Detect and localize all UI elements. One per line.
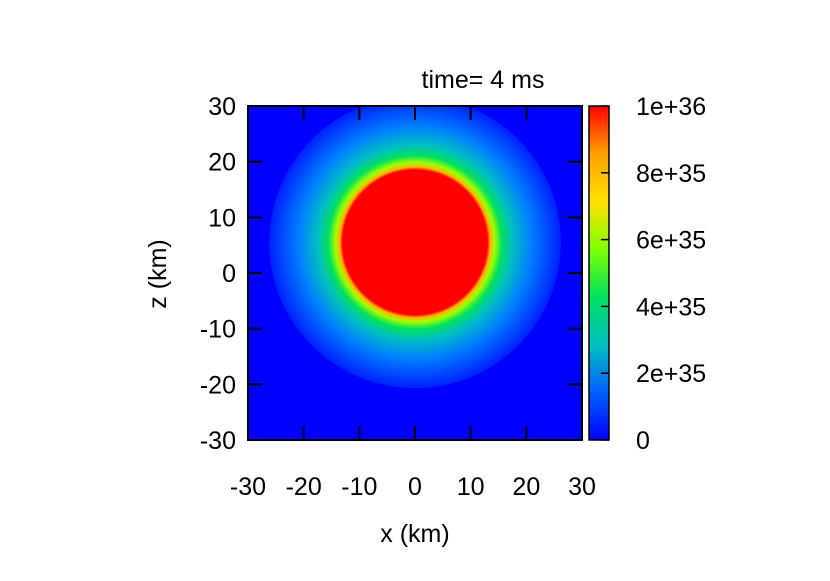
colorbar [589, 106, 609, 440]
colorbar-tick-label: 2e+35 [636, 360, 706, 388]
y-tick-label: -20 [200, 371, 236, 399]
colorbar-tick-label: 1e+36 [636, 93, 706, 121]
y-axis-label: z (km) [144, 239, 172, 308]
x-tick-label: 30 [568, 473, 596, 501]
heatmap-core [342, 170, 488, 315]
colorbar-frame [588, 105, 610, 441]
x-tick-label: -20 [286, 473, 322, 501]
y-tick-label: 30 [208, 93, 236, 121]
colorbar-tick-label: 6e+35 [636, 227, 706, 255]
x-tick-label: -10 [341, 473, 377, 501]
x-axis-ticks: -30 -20 -10 0 10 20 30 [230, 106, 596, 501]
y-tick-label: 0 [222, 260, 236, 288]
y-tick-label: 20 [208, 149, 236, 177]
x-tick-label: 10 [457, 473, 485, 501]
chart-title: time= 4 ms [422, 66, 545, 94]
colorbar-ticks: 1e+36 8e+35 6e+35 4e+35 2e+35 0 [601, 93, 706, 455]
y-tick-label: 10 [208, 204, 236, 232]
plot-area [248, 106, 582, 440]
x-axis-label: x (km) [380, 520, 449, 548]
colorbar-tick-label: 4e+35 [636, 293, 706, 321]
colorbar-tick-label: 0 [636, 427, 650, 455]
y-tick-label: -10 [200, 316, 236, 344]
x-tick-label: -30 [230, 473, 266, 501]
x-tick-label: 0 [408, 473, 422, 501]
colorbar-tick-label: 8e+35 [636, 160, 706, 188]
y-tick-label: -30 [200, 427, 236, 455]
y-axis-ticks: 30 20 10 0 -10 -20 -30 [200, 93, 582, 455]
x-tick-label: 20 [512, 473, 540, 501]
